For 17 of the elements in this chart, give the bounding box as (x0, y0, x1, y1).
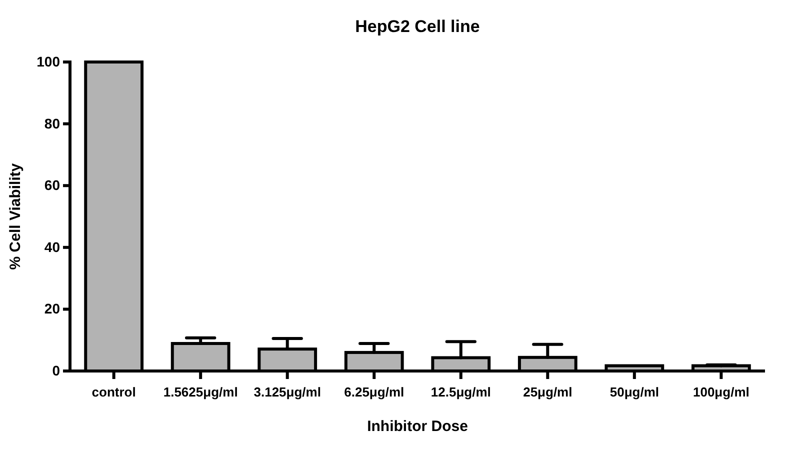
y-tick-label: 0 (52, 362, 60, 378)
y-axis-title: % Cell Viability (7, 162, 24, 270)
y-tick-label: 100 (36, 53, 60, 70)
x-tick-label: 50μg/ml (610, 384, 659, 400)
x-tick-label: control (92, 384, 136, 400)
x-tick-label: 12.5μg/ml (430, 384, 491, 400)
x-tick-label: 25μg/ml (523, 384, 572, 400)
y-tick-label: 60 (44, 177, 60, 194)
x-tick-label: 100μg/ml (692, 384, 750, 400)
y-tick-label: 80 (44, 115, 60, 132)
chart-title: HepG2 Cell line (355, 17, 480, 36)
x-tick-label: 1.5625μg/ml (163, 384, 238, 400)
x-tick-label: 3.125μg/ml (254, 384, 321, 400)
x-tick-label: 6.25μg/ml (344, 384, 404, 400)
x-axis-title: Inhibitor Dose (367, 418, 468, 435)
y-tick-label: 20 (44, 300, 60, 317)
y-tick-label: 40 (44, 238, 60, 255)
